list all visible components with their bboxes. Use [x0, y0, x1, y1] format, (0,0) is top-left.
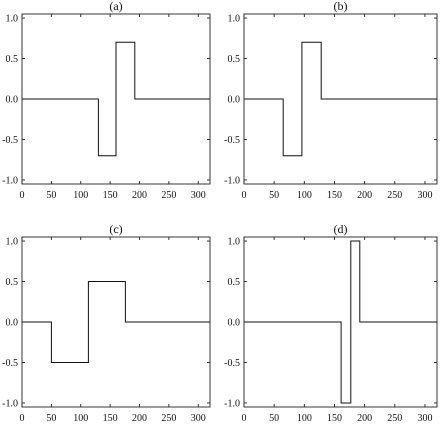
y-tick-label: -0.5: [224, 135, 240, 146]
y-tick-label: 0.0: [6, 318, 19, 329]
y-tick-label: -1.0: [2, 175, 18, 186]
panel-label: (a): [109, 0, 122, 13]
x-tick-label: 50: [269, 413, 279, 424]
panel-label: (c): [109, 222, 122, 236]
x-tick-label: 250: [161, 190, 176, 201]
y-tick-label: 0.5: [228, 54, 241, 65]
x-tick-label: 150: [327, 190, 342, 201]
chart-panel: (c) 0 50 100 150 200 250 300 1.0 0.5 0.0 -0.5 -1.0: [2, 222, 211, 424]
y-tick-label: -1.0: [2, 398, 18, 409]
x-tick-label: 200: [132, 190, 147, 201]
x-tick-label: 100: [73, 413, 88, 424]
series-line: [244, 240, 437, 404]
y-tick-label: -1.0: [224, 175, 240, 186]
x-tick-label: 250: [387, 190, 402, 201]
y-tick-label: -0.5: [2, 358, 18, 369]
chart-panel: (a) 0 50 100 150 200 250 300 1.0 0.5 0.0 -0.5 -1.0: [2, 0, 211, 201]
x-tick-label: 100: [297, 413, 312, 424]
y-tick-label: 0.5: [6, 54, 19, 65]
y-tick-label: 1.0: [228, 14, 241, 25]
y-tick-label: -1.0: [224, 398, 240, 409]
x-tick-label: 50: [46, 190, 56, 201]
x-tick-label: 300: [191, 413, 206, 424]
x-tick-label: 300: [417, 413, 432, 424]
y-tick-label: 1.0: [6, 237, 19, 248]
chart-panel: (b) 0 50 100 150 200 250 300 1.0 0.5 0.0 -0.5 -1.0: [224, 0, 438, 201]
x-tick-label: 0: [20, 413, 25, 424]
x-tick-label: 50: [269, 190, 279, 201]
x-tick-label: 0: [242, 190, 247, 201]
x-tick-label: 200: [357, 413, 372, 424]
x-tick-label: 250: [161, 413, 176, 424]
x-tick-label: 100: [297, 190, 312, 201]
y-tick-label: 0.5: [228, 277, 241, 288]
y-tick-label: 1.0: [6, 14, 19, 25]
y-tick-label: 1.0: [228, 237, 241, 248]
x-tick-label: 100: [73, 190, 88, 201]
x-tick-label: 300: [191, 190, 206, 201]
y-tick-label: 0.0: [228, 318, 241, 329]
x-tick-label: 50: [46, 413, 56, 424]
x-tick-label: 150: [103, 413, 118, 424]
y-tick-label: 0.0: [6, 95, 19, 106]
x-tick-label: 150: [103, 190, 118, 201]
x-tick-label: 200: [357, 190, 372, 201]
x-tick-label: 250: [387, 413, 402, 424]
x-tick-label: 0: [20, 190, 25, 201]
series-line: [244, 41, 437, 157]
y-tick-label: 0.5: [6, 277, 19, 288]
y-tick-label: 0.0: [228, 95, 241, 106]
panel-label: (b): [334, 0, 348, 13]
series-line: [22, 281, 210, 363]
x-tick-label: 0: [242, 413, 247, 424]
y-tick-label: -0.5: [224, 358, 240, 369]
y-tick-label: -0.5: [2, 135, 18, 146]
series-line: [22, 41, 210, 157]
x-tick-label: 150: [327, 413, 342, 424]
chart-panel: (d) 0 50 100 150 200 250 300 1.0 0.5 0.0 -0.5 -1.0: [224, 222, 438, 424]
x-tick-label: 300: [417, 190, 432, 201]
panel-label: (d): [334, 222, 348, 236]
x-tick-label: 200: [132, 413, 147, 424]
